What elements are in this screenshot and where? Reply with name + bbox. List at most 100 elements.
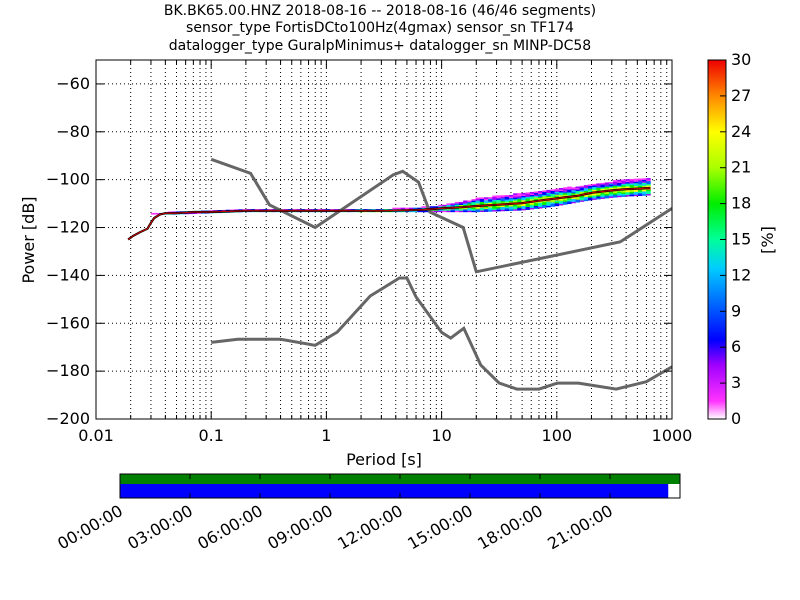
psd-cell xyxy=(425,210,431,213)
psd-cell xyxy=(583,195,589,197)
psd-cell xyxy=(525,199,531,202)
psd-cell xyxy=(538,201,543,203)
psd-cell xyxy=(621,182,626,184)
psd-cell xyxy=(646,179,651,182)
psd-cell xyxy=(471,207,476,210)
y-tick-label: −60 xyxy=(56,74,90,93)
psd-cell xyxy=(542,190,547,193)
psd-cell xyxy=(617,191,622,193)
psd-cell xyxy=(608,184,614,187)
psd-cell xyxy=(554,203,560,205)
psd-cell xyxy=(513,204,518,207)
psd-cell xyxy=(588,194,593,197)
psd-cell xyxy=(600,194,605,197)
psd-cell xyxy=(579,188,585,191)
title-line-datalogger: datalogger_type GuralpMinimus+ datalogge… xyxy=(168,38,592,54)
psd-cell xyxy=(571,201,576,204)
title-line-network-station: BK.BK65.00.HNZ 2018-08-16 -- 2018-08-16 … xyxy=(163,3,597,19)
psd-cell xyxy=(458,204,464,207)
psd-cell xyxy=(542,203,547,205)
psd-cell xyxy=(513,197,518,200)
psd-cell xyxy=(529,193,535,196)
psd-cell xyxy=(554,190,560,192)
psd-cell xyxy=(612,187,618,189)
psd-cell xyxy=(550,195,556,197)
psd-cell xyxy=(500,199,506,202)
psd-cell xyxy=(496,195,501,198)
psd-cell xyxy=(471,209,476,211)
psd-cell xyxy=(612,184,618,187)
psd-cell xyxy=(558,202,564,205)
psd-cell xyxy=(583,185,589,187)
psd-cell xyxy=(575,198,580,200)
x-tick-label: 10 xyxy=(431,426,451,445)
colorbar-label: [%] xyxy=(758,226,777,254)
psd-cell xyxy=(513,207,518,210)
psd-cell xyxy=(642,194,647,196)
psd-cell xyxy=(554,194,560,197)
psd-cell xyxy=(563,188,568,191)
psd-cell xyxy=(417,210,422,213)
psd-cell xyxy=(533,197,539,199)
psd-cell xyxy=(454,210,460,213)
psd-cell xyxy=(546,205,551,208)
colorbar-tick-label: 3 xyxy=(731,373,741,392)
psd-cell xyxy=(554,195,560,198)
psd-cell xyxy=(588,188,593,191)
y-axis-label: Power [dB] xyxy=(19,196,38,283)
colorbar-axis: 0 3 6 9 12 15 18 21 24 27 30 xyxy=(720,50,751,428)
psd-cell xyxy=(592,186,597,189)
psd-cell xyxy=(458,203,464,205)
psd-cell xyxy=(575,190,580,193)
x-tick-label: 0.1 xyxy=(198,426,223,445)
psd-cell xyxy=(463,203,468,205)
psd-cell xyxy=(546,201,551,204)
psd-cell xyxy=(492,207,497,209)
psd-cell xyxy=(533,195,539,198)
psd-cell xyxy=(463,204,468,207)
psd-cell xyxy=(637,179,643,182)
psd-cell xyxy=(625,194,630,197)
psd-cell xyxy=(554,191,560,194)
psd-cell xyxy=(558,188,564,190)
psd-cell xyxy=(604,182,610,185)
psd-cell xyxy=(642,189,647,192)
psd-cell xyxy=(600,187,605,189)
psd-cell xyxy=(525,192,531,195)
timeline-tick-label: 06:00:00 xyxy=(194,501,266,553)
timeline-tick-label: 00:00:00 xyxy=(54,501,126,553)
psd-cell xyxy=(633,180,639,182)
psd-cell xyxy=(450,203,456,205)
psd-cell xyxy=(475,200,481,203)
psd-cell xyxy=(604,192,610,195)
psd-cell xyxy=(546,195,551,198)
psd-cell xyxy=(600,192,605,195)
psd-cell xyxy=(538,203,543,206)
psd-cell xyxy=(533,191,539,194)
psd-cell xyxy=(538,202,543,205)
psd-cell xyxy=(633,183,639,185)
psd-cell xyxy=(513,194,518,197)
psd-cell xyxy=(637,191,643,194)
psd-cell xyxy=(496,205,501,208)
psd-cell xyxy=(617,195,622,198)
colorbar-tick-label: 24 xyxy=(731,122,751,141)
psd-cell xyxy=(525,198,531,200)
psd-cell xyxy=(488,207,493,209)
psd-cell xyxy=(496,196,501,199)
new-low-noise-model-line xyxy=(211,276,672,391)
psd-cell xyxy=(571,187,576,189)
psd-cell xyxy=(533,194,539,197)
psd-cell xyxy=(550,196,556,199)
psd-cell xyxy=(500,195,506,197)
psd-cell xyxy=(417,207,422,210)
psd-cell xyxy=(513,209,518,211)
psd-cell xyxy=(508,197,514,200)
psd-cell xyxy=(558,199,564,202)
psd-cell xyxy=(642,184,647,186)
psd-cell xyxy=(492,201,497,203)
psd-cell xyxy=(479,208,485,211)
psd-cell xyxy=(500,202,506,205)
psd-cell xyxy=(542,197,547,200)
psd-cell xyxy=(454,209,460,211)
